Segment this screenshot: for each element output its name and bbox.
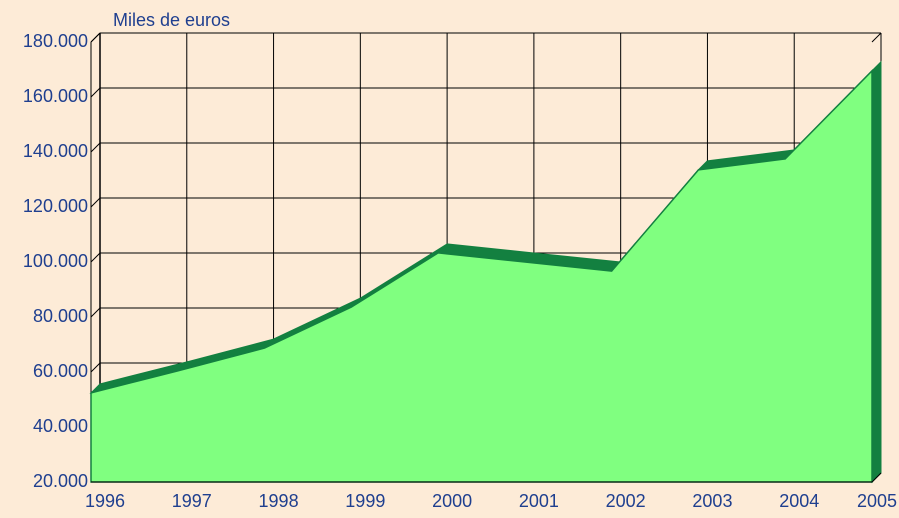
tick-depth xyxy=(90,362,101,373)
y-tick-label: 40.000 xyxy=(33,416,88,436)
x-tick-label: 1997 xyxy=(172,491,212,511)
tick-depth xyxy=(90,197,101,208)
y-tick-label: 120.000 xyxy=(23,196,88,216)
x-tick-label: 1996 xyxy=(85,491,125,511)
axis-title: Miles de euros xyxy=(113,10,230,30)
y-tick-label: 80.000 xyxy=(33,306,88,326)
tick-depth xyxy=(90,142,101,153)
tick-depth xyxy=(90,87,101,98)
x-tick-label: 2002 xyxy=(606,491,646,511)
y-tick-label: 60.000 xyxy=(33,361,88,381)
x-tick-label: 2001 xyxy=(519,491,559,511)
x-tick-label: 1999 xyxy=(345,491,385,511)
tick-depth xyxy=(90,252,101,263)
x-tick-label: 1998 xyxy=(259,491,299,511)
x-tick-label: 2005 xyxy=(857,491,897,511)
y-tick-label: 180.000 xyxy=(23,31,88,51)
y-tick-label: 20.000 xyxy=(33,471,88,491)
y-tick-label: 100.000 xyxy=(23,251,88,271)
y-tick-label: 140.000 xyxy=(23,141,88,161)
y-tick-label: 160.000 xyxy=(23,86,88,106)
x-tick-label: 2004 xyxy=(779,491,819,511)
x-axis-depth xyxy=(871,472,882,483)
tick-depth xyxy=(90,307,101,318)
x-tick-label: 2003 xyxy=(692,491,732,511)
right-tick xyxy=(871,32,882,43)
x-tick-label: 2000 xyxy=(432,491,472,511)
axis xyxy=(90,32,101,43)
area xyxy=(90,69,873,483)
area-side-face xyxy=(871,60,882,484)
